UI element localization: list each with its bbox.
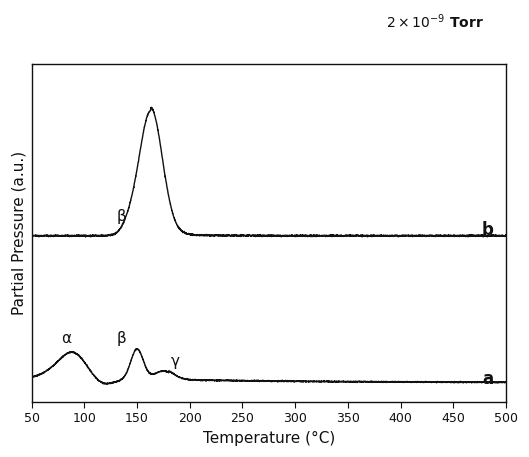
Text: β: β bbox=[117, 209, 126, 223]
Y-axis label: Partial Pressure (a.u.): Partial Pressure (a.u.) bbox=[11, 151, 26, 315]
Text: b: b bbox=[481, 222, 493, 239]
Text: γ: γ bbox=[171, 354, 180, 368]
Text: a: a bbox=[482, 370, 493, 388]
Text: β: β bbox=[117, 331, 126, 346]
Text: $2 \times 10^{-9}$ Torr: $2 \times 10^{-9}$ Torr bbox=[386, 13, 484, 32]
Text: α: α bbox=[61, 330, 71, 345]
X-axis label: Temperature (°C): Temperature (°C) bbox=[203, 431, 335, 446]
